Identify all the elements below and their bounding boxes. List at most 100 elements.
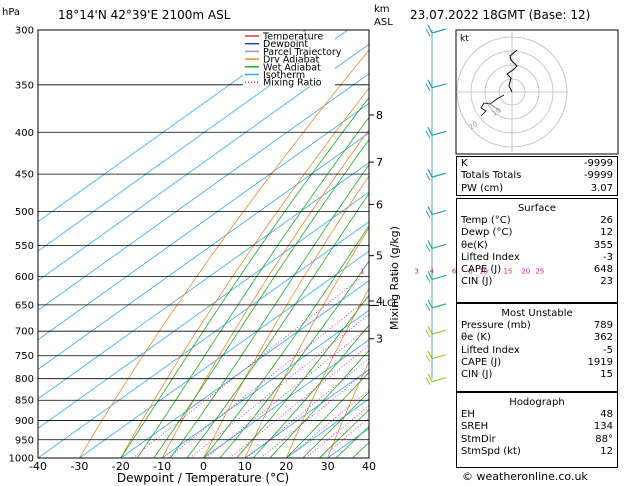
pressure-tick-label: 400: [15, 128, 34, 139]
footer-credit[interactable]: © weatheronline.co.uk: [462, 470, 588, 483]
wind-barb-icon: [431, 130, 447, 136]
mu-cape: CAPE (J) 1919: [461, 356, 613, 368]
isotherm-line: [38, 30, 348, 252]
surface-dewp: Dewp (°C) 12: [461, 227, 613, 239]
hodograph: kt 10 20: [455, 29, 619, 155]
height-tick-label: 8: [376, 109, 383, 122]
index-row-pw: PW (cm) 3.07: [461, 182, 613, 194]
pressure-tick-label: 850: [15, 396, 34, 407]
temperature-tick-label: 20: [279, 460, 293, 473]
legend-item-bg: [243, 62, 335, 71]
wet-adiabat-line: [252, 324, 369, 458]
surface-cin: CIN (J) 23: [461, 276, 613, 288]
surface-cape: CAPE (J) 648: [461, 264, 613, 276]
wind-barb-flag: [425, 354, 431, 362]
legend-label: Mixing Ratio: [263, 78, 322, 89]
pressure-tick-label: 350: [15, 80, 34, 91]
legend-item-bg: [243, 70, 335, 79]
legend-item-bg: [243, 32, 335, 40]
dry-adiabat-line: [120, 87, 369, 458]
wind-barb-icon: [431, 303, 447, 309]
location-title: 18°14'N 42°39'E 2100m ASL: [58, 8, 231, 22]
hodograph-title: Hodograph: [509, 397, 565, 408]
index-row-k: K -9999: [461, 158, 613, 169]
wind-barb-flag: [425, 329, 431, 338]
mu-cin: CIN (J) 15: [461, 369, 613, 381]
legend-label: Dewpoint: [263, 39, 308, 50]
wind-barb-flag: [425, 131, 431, 139]
pressure-tick-label: 650: [15, 300, 34, 311]
pressure-tick-label: 800: [15, 374, 34, 385]
wind-barb-flag: [425, 303, 431, 312]
lcl-label: LCL: [382, 299, 398, 309]
mixing-ratio-label: 10: [479, 267, 488, 275]
hodograph-storm-motion: [480, 94, 505, 117]
mu-theta-e: θe (K) 362: [461, 332, 613, 344]
temperature-tick-label: -40: [29, 460, 47, 473]
pressure-tick-label: 550: [15, 241, 34, 252]
mixing-ratio-label: 1: [360, 267, 364, 275]
pressure-tick-label: 900: [15, 416, 34, 427]
hodograph-kt-label: kt: [460, 34, 469, 44]
isotherm-line: [203, 339, 369, 458]
wind-barb-icon: [431, 210, 447, 216]
wind-barb-flag: [427, 24, 433, 34]
surface-title: Surface: [517, 203, 557, 214]
legend-label: Isotherm: [263, 70, 305, 81]
dry-adiabat-line: [617, 30, 629, 458]
wind-barb-flag: [427, 168, 433, 178]
hodograph-trace: [506, 49, 518, 93]
isotherm-line: [79, 250, 369, 458]
wind-barb-icon: [431, 83, 447, 89]
wet-adiabat-line: [170, 163, 369, 458]
surface-temp: Temp (°C) 26: [461, 215, 613, 226]
hodograph-storm-motion-grey: [489, 103, 502, 113]
mixing-ratio-line: [229, 344, 369, 458]
pressure-tick-label: 500: [15, 207, 34, 218]
legend-item-bg: [243, 78, 335, 87]
mixing-ratio-label: 25: [535, 267, 544, 275]
mixing-ratio-label: 15: [503, 267, 512, 275]
wet-adiabat-line: [269, 349, 369, 458]
wind-barb-flag: [425, 83, 431, 92]
legend-item-bg: [243, 47, 335, 56]
mixing-ratio-line: [260, 369, 369, 458]
wind-barb-flag: [427, 299, 433, 309]
wind-barb-flag: [427, 79, 433, 89]
hodo-sreh: SREH 134: [461, 421, 613, 433]
y2-axis-title: Mixing Ratio (g/kg): [388, 226, 401, 330]
height-tick-label: 6: [376, 198, 383, 211]
wind-barb-icon: [431, 354, 447, 360]
temperature-tick-label: -30: [70, 460, 88, 473]
hodo-stmspd: StmSpd (kt) 12: [461, 445, 613, 457]
pressure-tick-label: 700: [15, 327, 34, 338]
wind-barb-flag: [425, 275, 431, 283]
legend-label: Temperature: [262, 32, 323, 43]
wet-adiabat-line: [186, 192, 369, 458]
wind-barb-flag: [427, 325, 433, 335]
mixing-ratio-label: 8: [468, 267, 472, 275]
legend-item-bg: [243, 39, 335, 48]
mu-lifted-index: Lifted Index -5: [461, 344, 613, 356]
plot-frame: [37, 29, 370, 459]
wind-barb-icon: [431, 243, 447, 250]
wind-barb-flag: [425, 210, 431, 218]
dry-adiabat-line: [203, 175, 369, 458]
isotherm-line: [38, 132, 369, 370]
wind-barb-flag: [427, 240, 433, 249]
mixing-ratio-label: 3: [414, 267, 418, 275]
hodo-eh: EH 48: [461, 409, 613, 420]
most-unstable-panel: Most Unstable Pressure (mb) 789 θe (K) 362…: [456, 303, 618, 392]
most-unstable-title: Most Unstable: [501, 308, 573, 319]
mixing-ratio-label: 20: [521, 267, 530, 275]
surface-theta-e: θe(K) 355: [461, 239, 613, 251]
dry-adiabat-line: [79, 49, 369, 458]
mixing-ratio-line: [246, 358, 369, 458]
wet-adiabat-line: [120, 96, 369, 458]
temperature-tick-label: -10: [153, 460, 171, 473]
hodograph-panel: Hodograph EH 48 SREH 134 StmDir 88° StmSpd …: [456, 392, 618, 468]
wind-barb-flag: [427, 350, 433, 360]
legend-label: Parcel Trajectory: [263, 47, 342, 58]
